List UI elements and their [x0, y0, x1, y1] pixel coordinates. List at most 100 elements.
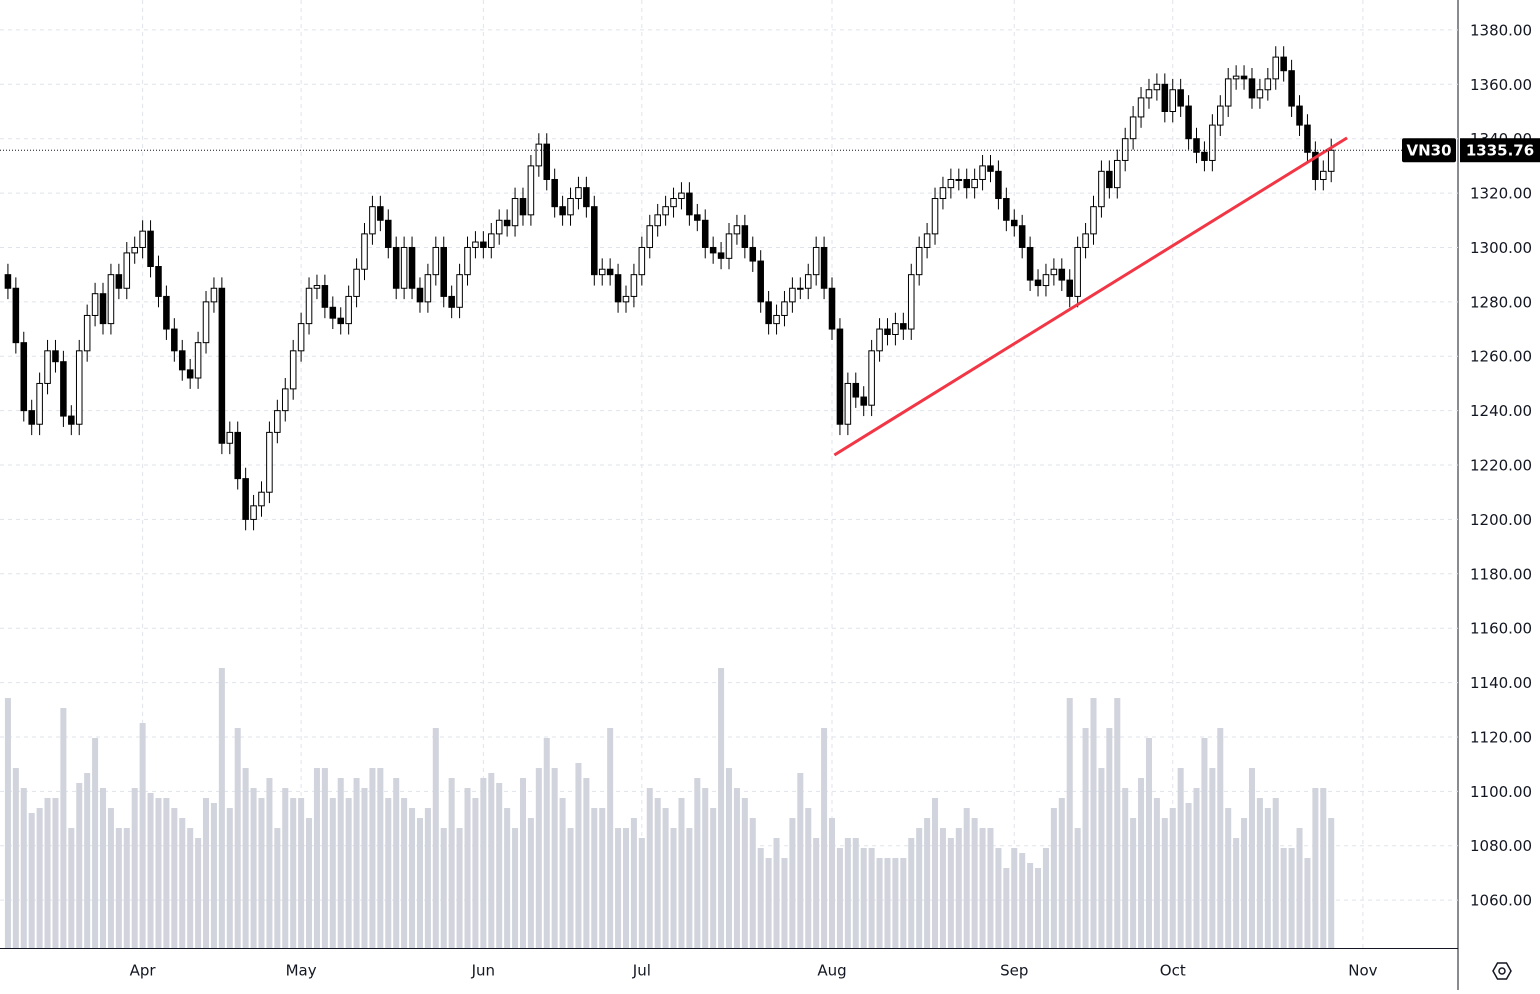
volume-bar: [710, 808, 717, 948]
candle-body: [400, 246, 408, 289]
volume-bar: [52, 798, 59, 948]
volume-bar: [1082, 728, 1089, 948]
candle-body: [266, 431, 273, 493]
volume-bar: [971, 818, 978, 948]
candle-body: [789, 287, 796, 303]
volume-bar: [464, 788, 471, 948]
volume-bar: [1288, 848, 1295, 948]
volume-bar: [393, 778, 400, 948]
volume-bar: [472, 798, 479, 948]
candle-body: [147, 230, 154, 268]
candle-body: [1185, 105, 1192, 140]
volume-bar: [1027, 863, 1034, 948]
candle-body: [1217, 105, 1224, 126]
volume-bar: [1248, 768, 1255, 948]
candle-body: [828, 287, 836, 330]
volume-bar: [543, 738, 550, 948]
volume-bar: [99, 788, 107, 948]
volume-bar: [821, 728, 828, 948]
candle-body: [860, 396, 867, 406]
trendline: [833, 136, 1348, 457]
volume-bar: [813, 838, 820, 948]
candle-body: [392, 246, 400, 289]
volume-bar: [559, 798, 566, 948]
volume-bar: [1042, 848, 1049, 948]
candle-body: [559, 206, 566, 216]
candle-body: [178, 350, 186, 371]
y-tick-label: 1280.00: [1470, 293, 1532, 311]
volume-bar: [171, 808, 178, 948]
volume-bar: [68, 828, 75, 948]
volume-bar: [385, 798, 392, 948]
volume-bar: [638, 838, 645, 948]
volume-bar: [1225, 808, 1232, 948]
volume-bar: [496, 783, 503, 948]
candle-body: [1090, 206, 1097, 235]
candle-body: [1034, 279, 1042, 287]
candle-body: [218, 287, 226, 444]
candle-body: [622, 295, 630, 303]
candle-body: [1296, 105, 1303, 126]
y-tick-label: 1200.00: [1470, 511, 1532, 529]
volume-bar: [123, 828, 130, 948]
candle-body: [1288, 70, 1295, 107]
y-tick-label: 1180.00: [1470, 565, 1532, 583]
volume-bar: [115, 828, 122, 948]
candle-body: [654, 214, 661, 227]
volume-bar: [678, 798, 685, 948]
volume-bar: [409, 808, 416, 948]
volume-bar: [84, 773, 91, 948]
candle-body: [519, 198, 527, 216]
candle-body: [234, 431, 241, 480]
candle-body: [797, 287, 804, 290]
price-tag: 1335.76: [1466, 142, 1534, 160]
y-tick-label: 1160.00: [1470, 620, 1532, 638]
volume-bar: [1011, 848, 1018, 948]
volume-bar: [1003, 868, 1010, 948]
volume-bar: [575, 763, 582, 948]
y-tick-label: 1220.00: [1470, 457, 1532, 475]
candle-body: [701, 219, 709, 248]
candle-body: [1161, 83, 1169, 112]
candle-body: [1248, 78, 1256, 99]
volume-bar: [488, 773, 495, 948]
volume-bar: [599, 808, 606, 948]
candle-body: [717, 252, 725, 259]
volume-bar: [1145, 738, 1152, 948]
candle-body: [202, 301, 210, 344]
candle-body: [353, 268, 360, 297]
candle-body: [1082, 233, 1089, 248]
y-tick-label: 1100.00: [1470, 783, 1532, 801]
volume-bar: [622, 828, 630, 948]
candle-body: [171, 328, 178, 352]
volume-bar: [92, 738, 99, 948]
candle-body: [646, 225, 654, 248]
candle-body: [305, 287, 313, 325]
x-tick-label: Aug: [817, 962, 846, 980]
candle-body: [1264, 78, 1272, 91]
volume-bar: [1280, 848, 1287, 948]
candle-body: [1042, 274, 1050, 287]
volume-bar: [345, 798, 352, 948]
volume-bar: [1169, 808, 1176, 948]
candle-body: [551, 178, 558, 208]
volume-bar: [773, 838, 780, 948]
candle-body: [4, 274, 12, 289]
candle-body: [836, 328, 844, 425]
candle-body: [1098, 170, 1105, 208]
volume-bar: [1209, 768, 1216, 948]
volume-bar: [4, 698, 11, 948]
candle-body: [472, 241, 479, 248]
volume-bar: [527, 818, 534, 948]
candle-body: [963, 178, 970, 189]
volume-bar: [884, 858, 891, 948]
settings-icon[interactable]: [1492, 962, 1512, 980]
candle-body: [907, 274, 915, 330]
volume-bar: [836, 848, 843, 948]
x-tick-label: Jul: [632, 962, 651, 980]
candle-body: [915, 246, 923, 276]
candle-body: [1177, 89, 1184, 107]
candle-body: [416, 287, 424, 303]
candle-body: [28, 410, 35, 425]
volume-bar: [504, 808, 511, 948]
